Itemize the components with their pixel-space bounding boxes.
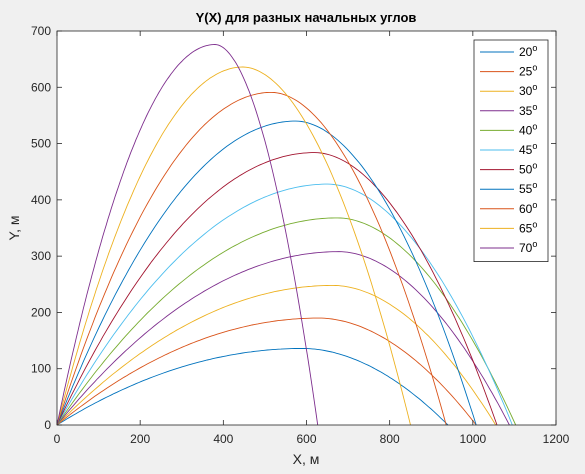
legend-degree-mark: o (532, 239, 537, 249)
legend-value: 65 (519, 221, 533, 235)
legend-value: 60 (519, 202, 533, 216)
y-tick-label: 700 (31, 24, 51, 38)
y-tick-label: 600 (31, 80, 51, 94)
chart-title: Y(X) для разных начальных углов (196, 10, 417, 25)
legend-degree-mark: o (532, 200, 537, 210)
x-tick-label: 800 (380, 432, 400, 446)
legend-value: 25 (519, 65, 533, 79)
legend-degree-mark: o (532, 161, 537, 171)
x-axis-label: X, м (293, 451, 320, 467)
y-tick-label: 0 (44, 418, 51, 432)
legend-degree-mark: o (532, 219, 537, 229)
x-tick-label: 0 (54, 432, 61, 446)
y-tick-label: 400 (31, 193, 51, 207)
legend-degree-mark: o (532, 82, 537, 92)
legend-value: 45 (519, 143, 533, 157)
x-tick-label: 600 (296, 432, 316, 446)
y-tick-label: 100 (31, 362, 51, 376)
x-tick-label: 1200 (543, 432, 570, 446)
legend-degree-mark: o (532, 43, 537, 53)
legend-value: 70 (519, 241, 533, 255)
legend-degree-mark: o (532, 180, 537, 190)
legend-degree-mark: o (532, 102, 537, 112)
y-tick-label: 500 (31, 137, 51, 151)
y-axis-label: Y, м (6, 216, 22, 241)
legend-degree-mark: o (532, 121, 537, 131)
legend-degree-mark: o (532, 141, 537, 151)
legend-value: 20 (519, 45, 533, 59)
legend-value: 35 (519, 104, 533, 118)
legend-value: 50 (519, 163, 533, 177)
legend-degree-mark: o (532, 63, 537, 73)
legend-value: 55 (519, 182, 533, 196)
x-tick-label: 400 (213, 432, 233, 446)
x-tick-label: 1000 (459, 432, 486, 446)
legend-value: 40 (519, 123, 533, 137)
y-tick-label: 300 (31, 249, 51, 263)
legend-value: 30 (519, 84, 533, 98)
y-tick-label: 200 (31, 305, 51, 319)
x-tick-label: 200 (130, 432, 150, 446)
